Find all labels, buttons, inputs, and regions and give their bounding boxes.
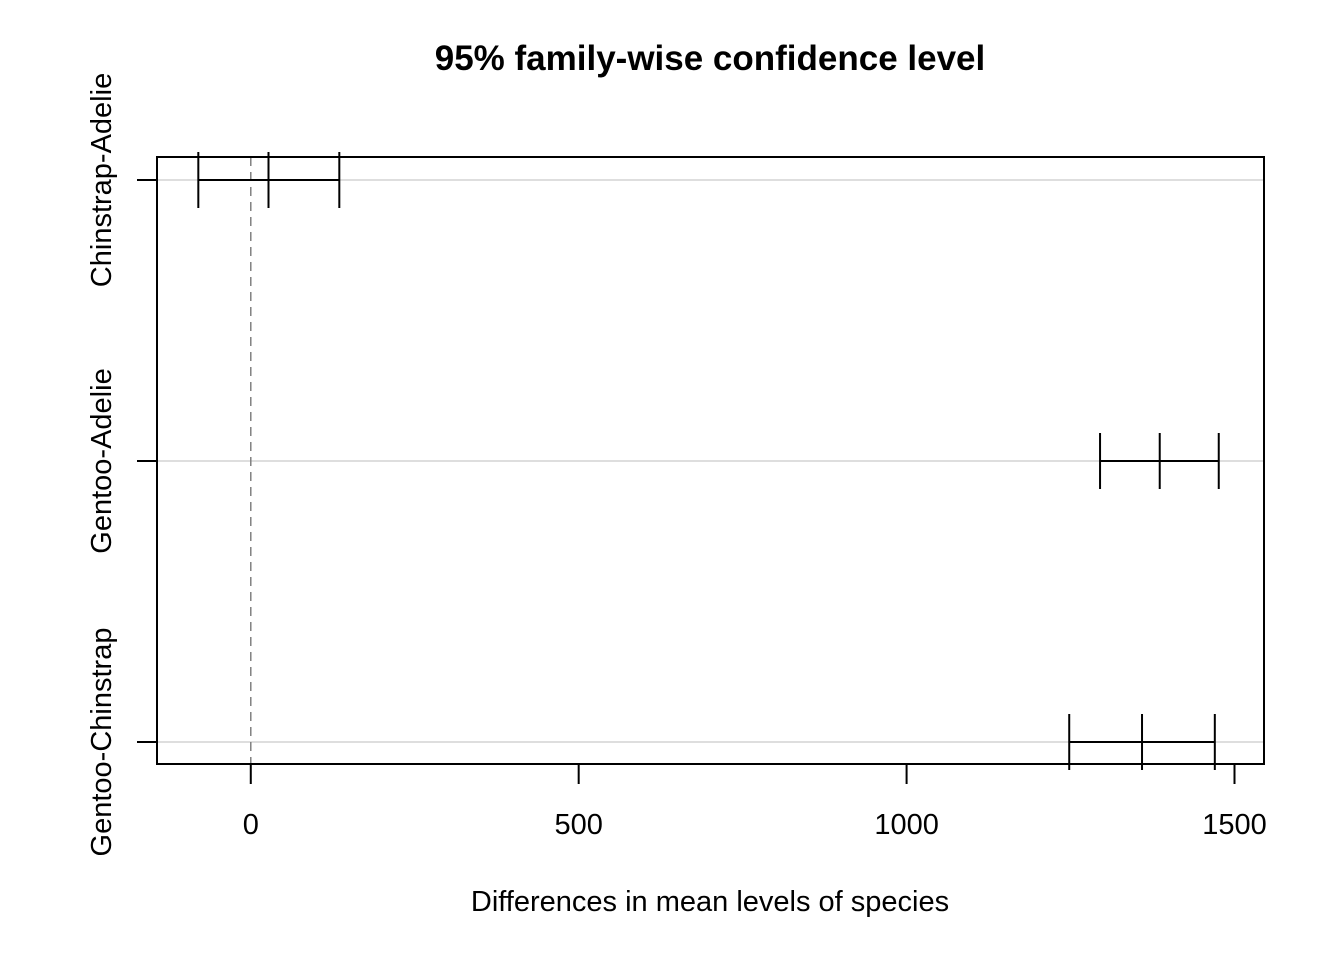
x-tick-label: 500 — [554, 809, 602, 841]
x-tick-label: 1500 — [1202, 809, 1267, 841]
x-axis: 0 500 1000 1500 — [243, 763, 1267, 841]
y-tick-label: Chinstrap-Adelie — [86, 73, 118, 287]
y-tick-label: Gentoo-Chinstrap — [86, 628, 118, 857]
y-tick-label: Gentoo-Adelie — [86, 368, 118, 553]
confidence-intervals — [197, 152, 1220, 770]
grid-lines — [157, 179, 1264, 743]
x-axis-label: Differences in mean levels of species — [471, 886, 949, 918]
x-tick-label: 0 — [243, 809, 259, 841]
chart-title: 95% family-wise confidence level — [435, 39, 986, 78]
y-axis: Chinstrap-Adelie Gentoo-Adelie Gentoo-Chin… — [86, 73, 158, 857]
x-tick-label: 1000 — [874, 809, 939, 841]
